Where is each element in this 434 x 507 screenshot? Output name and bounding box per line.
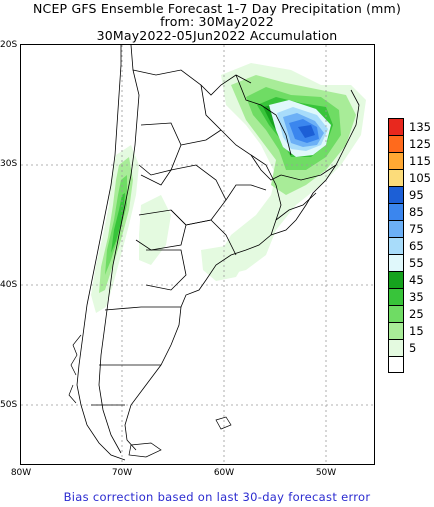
legend-swatch xyxy=(388,220,404,237)
legend-swatch xyxy=(388,118,404,135)
legend-swatch xyxy=(388,186,404,203)
precip-legend xyxy=(388,118,404,373)
lat-label-20s: 20S xyxy=(0,40,18,50)
lat-label-30s: 30S xyxy=(0,159,18,169)
country-borders xyxy=(76,45,360,461)
legend-label: 15 xyxy=(409,324,424,338)
legend-label: 95 xyxy=(409,188,424,202)
legend-swatch xyxy=(388,339,404,356)
legend-swatch xyxy=(388,288,404,305)
legend-label: 45 xyxy=(409,273,424,287)
legend-swatch xyxy=(388,203,404,220)
bias-correction-note: Bias correction based on last 30-day for… xyxy=(63,490,371,504)
legend-swatch xyxy=(388,356,404,373)
legend-swatch xyxy=(388,152,404,169)
lat-lon-grid xyxy=(21,45,374,464)
map-title: NCEP GFS Ensemble Forecast 1-7 Day Preci… xyxy=(32,1,402,16)
precip-shading xyxy=(91,63,366,313)
lon-label-60w: 60W xyxy=(213,468,235,478)
lon-label-70w: 70W xyxy=(111,468,133,478)
legend-label: 85 xyxy=(409,205,424,219)
map-canvas xyxy=(21,45,374,464)
legend-swatch xyxy=(388,169,404,186)
lon-label-50w: 50W xyxy=(315,468,337,478)
accumulation-period: 30May2022-05Jun2022 Accumulation xyxy=(96,28,338,43)
legend-swatch xyxy=(388,237,404,254)
legend-label: 25 xyxy=(409,307,424,321)
lat-label-50s: 50S xyxy=(0,400,18,410)
legend-label: 35 xyxy=(409,290,424,304)
lon-label-80w: 80W xyxy=(10,468,32,478)
legend-swatch xyxy=(388,271,404,288)
legend-swatch xyxy=(388,254,404,271)
legend-label: 135 xyxy=(409,120,431,134)
legend-label: 5 xyxy=(409,341,417,355)
legend-swatch xyxy=(388,135,404,152)
lat-label-40s: 40S xyxy=(0,280,18,290)
legend-label: 105 xyxy=(409,171,431,185)
legend-label: 115 xyxy=(409,154,431,168)
legend-label: 125 xyxy=(409,137,431,151)
legend-label: 65 xyxy=(409,239,424,253)
legend-label: 75 xyxy=(409,222,424,236)
legend-label: 55 xyxy=(409,256,424,270)
southern-islands xyxy=(68,334,232,458)
legend-swatch xyxy=(388,305,404,322)
forecast-start-date: from: 30May2022 xyxy=(160,14,274,29)
precipitation-map xyxy=(20,44,375,465)
legend-swatch xyxy=(388,322,404,339)
